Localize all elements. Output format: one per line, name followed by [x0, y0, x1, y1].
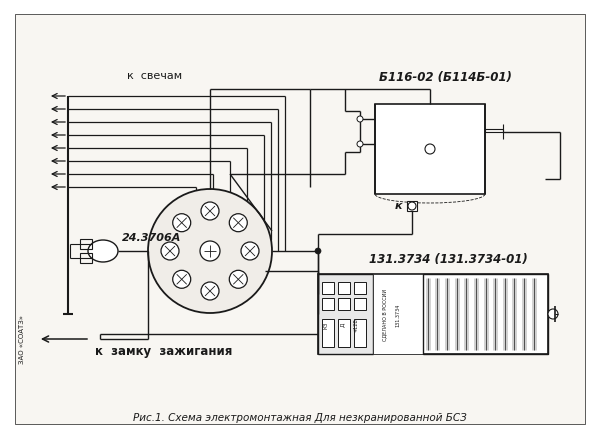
Ellipse shape — [88, 240, 118, 262]
Circle shape — [173, 271, 191, 289]
Text: СДЕЛАНО В РОСCИИ: СДЕЛАНО В РОСCИИ — [383, 288, 388, 340]
Circle shape — [148, 190, 272, 313]
Text: к  замку  зажигания: к замку зажигания — [95, 345, 232, 358]
Text: Д: Д — [340, 322, 344, 326]
Text: Рис.1. Схема электромонтажная Для незкранированной БСЗ: Рис.1. Схема электромонтажная Для незкра… — [133, 412, 467, 422]
Bar — [318, 274, 548, 354]
Bar — [322, 298, 334, 310]
Bar — [338, 298, 350, 310]
Text: ЗАО «СОАТЗ»: ЗАО «СОАТЗ» — [19, 315, 25, 364]
Circle shape — [241, 243, 259, 261]
Bar — [322, 283, 334, 294]
Bar — [80, 240, 92, 249]
Circle shape — [315, 248, 321, 254]
Bar — [407, 201, 417, 212]
Circle shape — [229, 214, 247, 232]
Bar — [354, 298, 366, 310]
Text: КЗ: КЗ — [323, 321, 329, 328]
Bar — [318, 274, 373, 354]
Bar — [338, 319, 350, 347]
Circle shape — [548, 309, 558, 319]
Text: +12В: +12В — [353, 318, 359, 331]
Bar — [485, 130, 503, 133]
Circle shape — [229, 271, 247, 289]
Circle shape — [357, 117, 363, 123]
Bar — [354, 283, 366, 294]
Circle shape — [161, 243, 179, 261]
Text: 24.3706А: 24.3706А — [122, 233, 181, 243]
Circle shape — [201, 202, 219, 220]
Bar — [375, 105, 485, 194]
Bar — [338, 283, 350, 294]
Text: Б116-02 (Б114Б-01): Б116-02 (Б114Б-01) — [379, 71, 511, 84]
Circle shape — [408, 202, 416, 211]
Text: 131.3734: 131.3734 — [395, 303, 401, 326]
Bar — [322, 319, 334, 347]
Circle shape — [201, 283, 219, 300]
Circle shape — [425, 145, 435, 155]
Circle shape — [173, 214, 191, 232]
Text: к: к — [395, 201, 402, 211]
Text: к  свечам: к свечам — [127, 71, 182, 81]
Bar — [354, 319, 366, 347]
Circle shape — [357, 141, 363, 148]
Bar — [80, 254, 92, 263]
Bar — [423, 274, 548, 354]
Bar — [373, 274, 423, 354]
Circle shape — [200, 241, 220, 261]
Text: 131.3734 (131.3734-01): 131.3734 (131.3734-01) — [368, 253, 527, 266]
